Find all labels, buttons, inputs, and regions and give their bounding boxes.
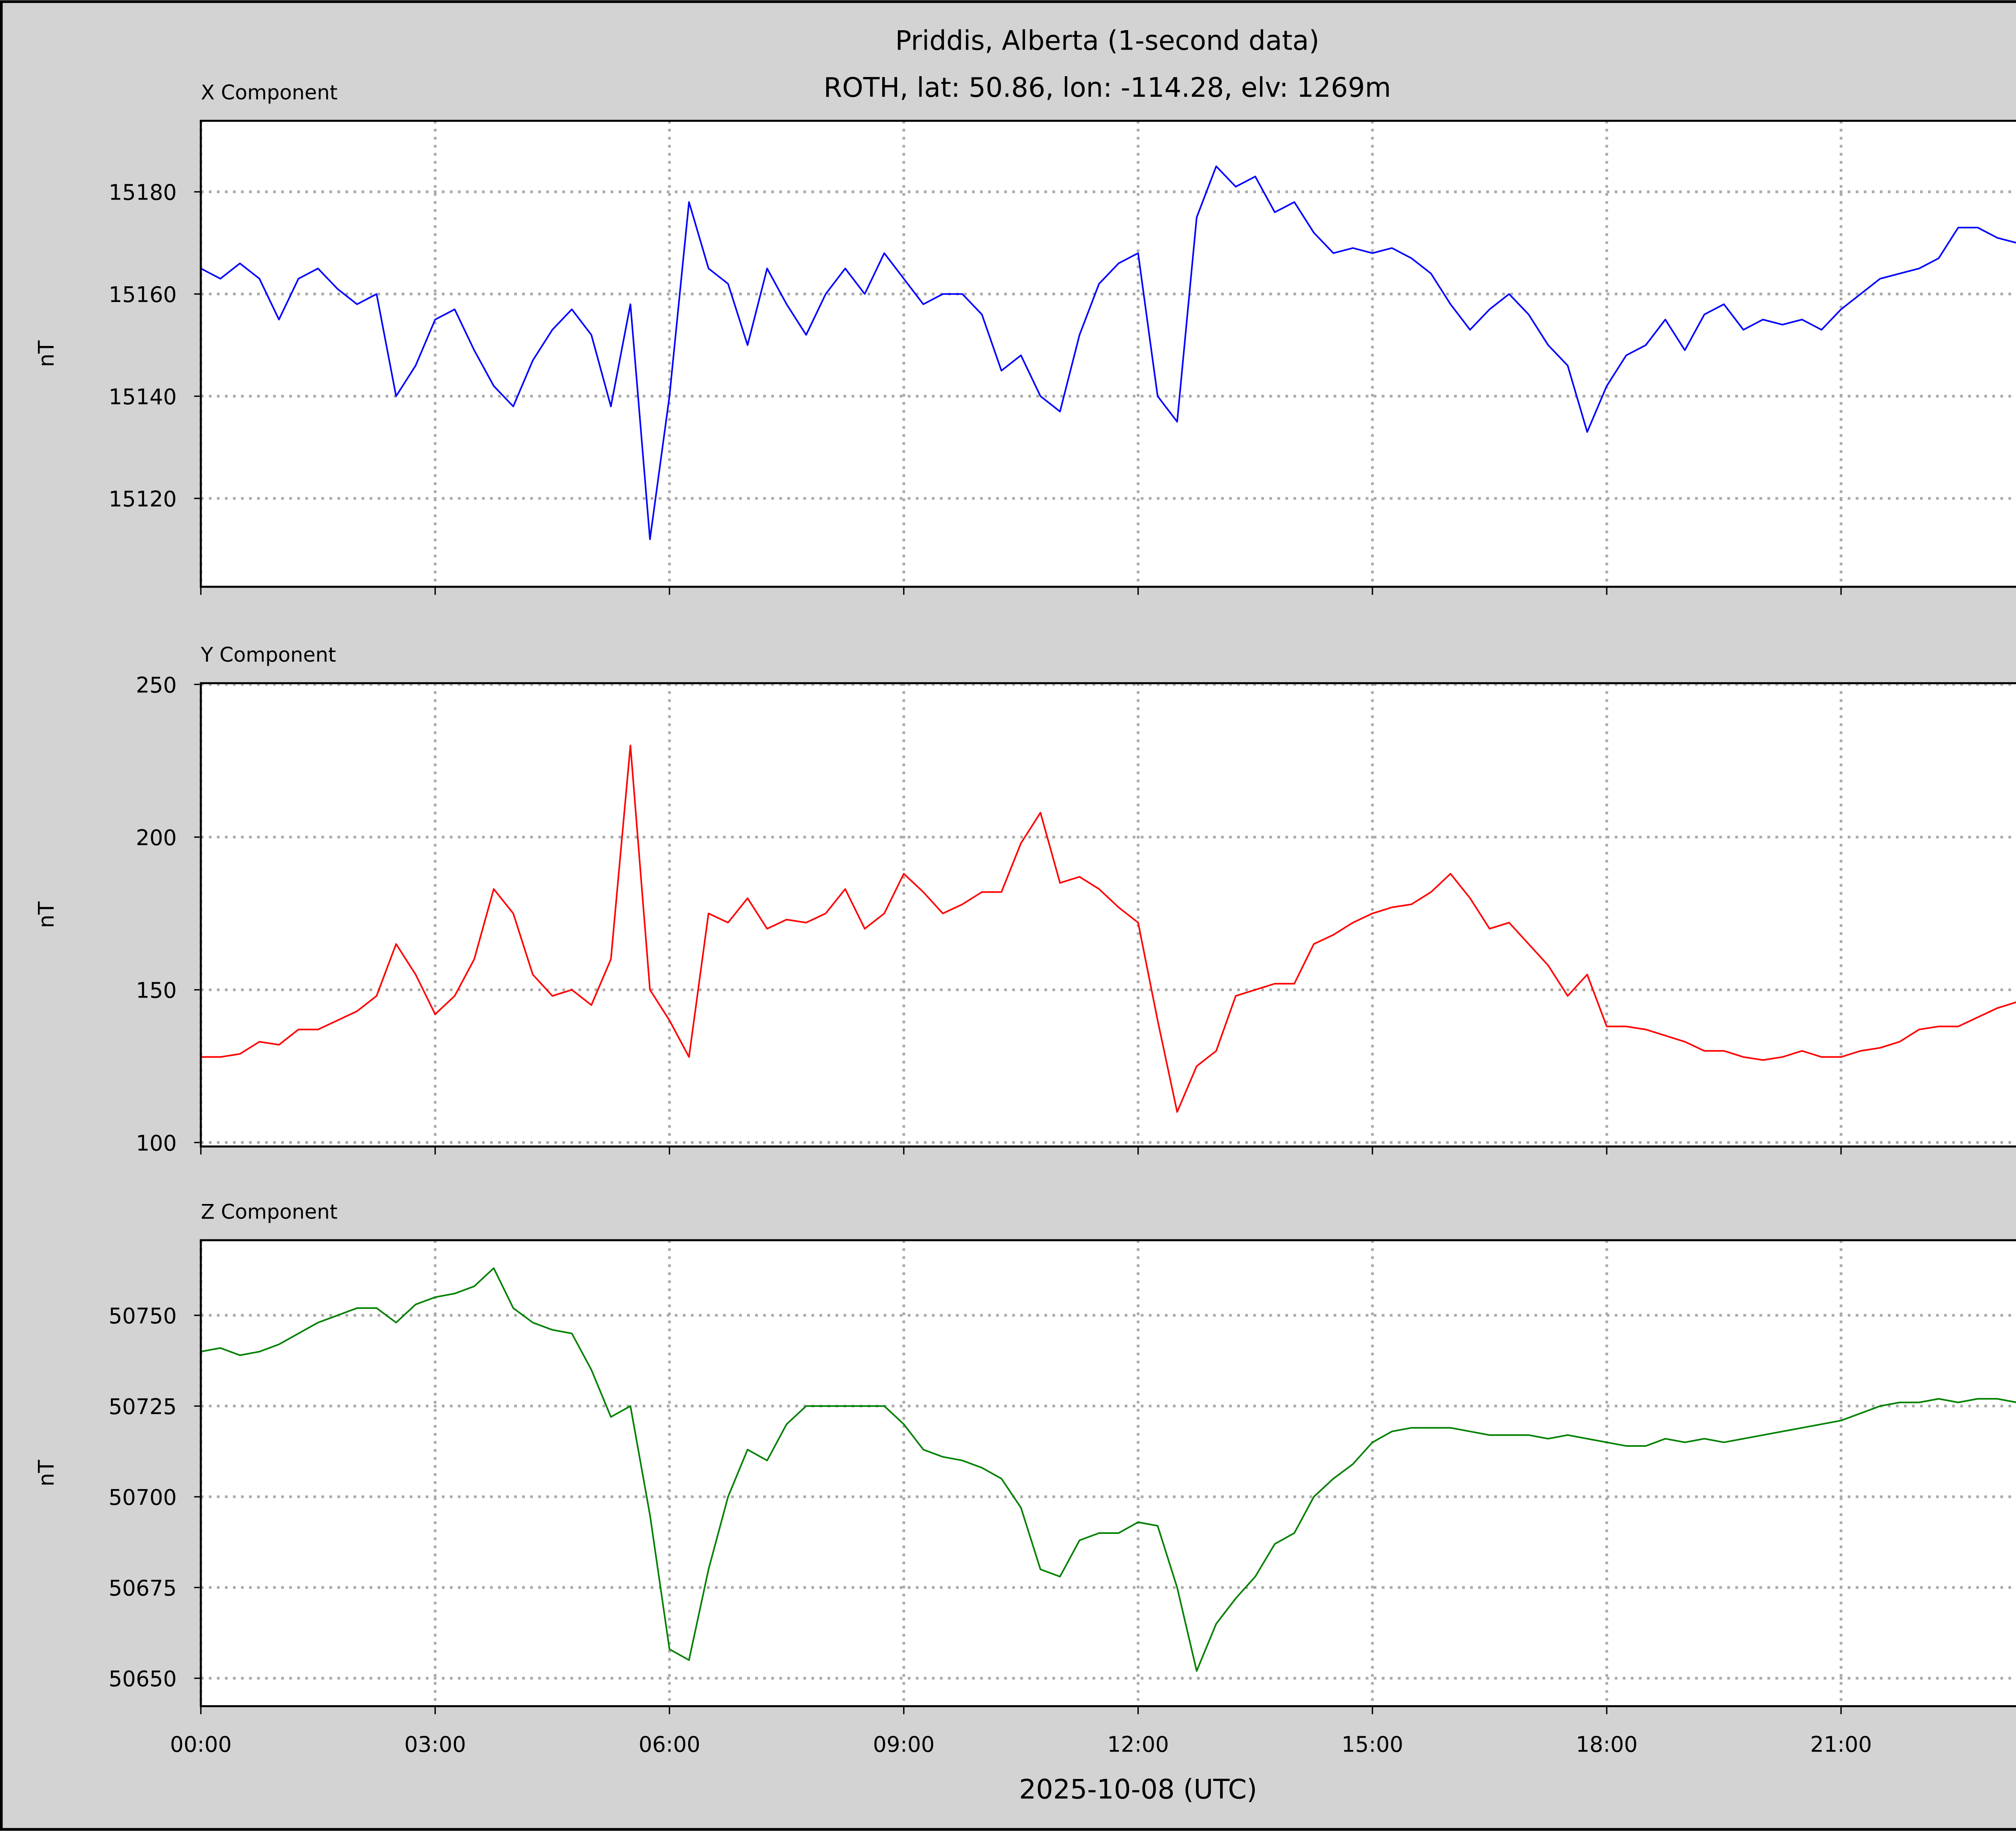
plot-frame	[200, 1239, 2016, 1707]
y-tick-label: 50700	[108, 1485, 177, 1510]
y-tick-label: 250	[136, 673, 177, 698]
y-tick-label: 50725	[108, 1394, 177, 1419]
y-tick-label: 15140	[108, 385, 177, 410]
x-tick-label: 21:00	[1810, 1732, 1872, 1757]
plot-frame	[200, 120, 2016, 588]
data-line	[200, 1267, 2016, 1672]
data-line	[200, 165, 2016, 540]
plot-frame	[200, 682, 2016, 1148]
panel-title: Y Component	[200, 643, 336, 667]
x-tick-label: 00:00	[170, 1732, 232, 1757]
x-tick-label: 15:00	[1341, 1732, 1403, 1757]
x-tick-label: 03:00	[404, 1732, 466, 1757]
panel-title: Z Component	[201, 1200, 337, 1224]
y-tick-label: 15180	[108, 180, 177, 205]
data-line	[201, 744, 2016, 1113]
y-tick-label: 50675	[108, 1576, 177, 1601]
x-tick-label: 18:00	[1576, 1732, 1637, 1757]
y-tick-label: 15160	[108, 282, 177, 307]
y-tick-label: 50650	[108, 1666, 177, 1691]
y-tick-label: 15120	[108, 487, 177, 512]
panel-title: X Component	[201, 81, 337, 104]
plot-area	[201, 121, 2016, 587]
x-tick-label: 09:00	[873, 1732, 935, 1757]
y-tick-label: 200	[136, 825, 177, 850]
y-axis-label: nT	[34, 340, 59, 367]
x-tick-label: 06:00	[639, 1732, 700, 1757]
y-tick-label: 50750	[108, 1304, 177, 1329]
chart-title: Priddis, Alberta (1-second data)	[895, 25, 1319, 56]
y-axis-label: nT	[34, 1460, 59, 1487]
plot-area	[201, 1240, 2016, 1706]
y-axis-label: nT	[34, 901, 59, 928]
x-axis-label: 2025-10-08 (UTC)	[1019, 1774, 1257, 1805]
x-tick-label: 12:00	[1107, 1732, 1169, 1757]
chart-subtitle: ROTH, lat: 50.86, lon: -114.28, elv: 126…	[824, 72, 1391, 103]
y-tick-label: 150	[136, 978, 177, 1003]
plot-area	[201, 683, 2016, 1147]
y-tick-label: 100	[136, 1131, 177, 1156]
